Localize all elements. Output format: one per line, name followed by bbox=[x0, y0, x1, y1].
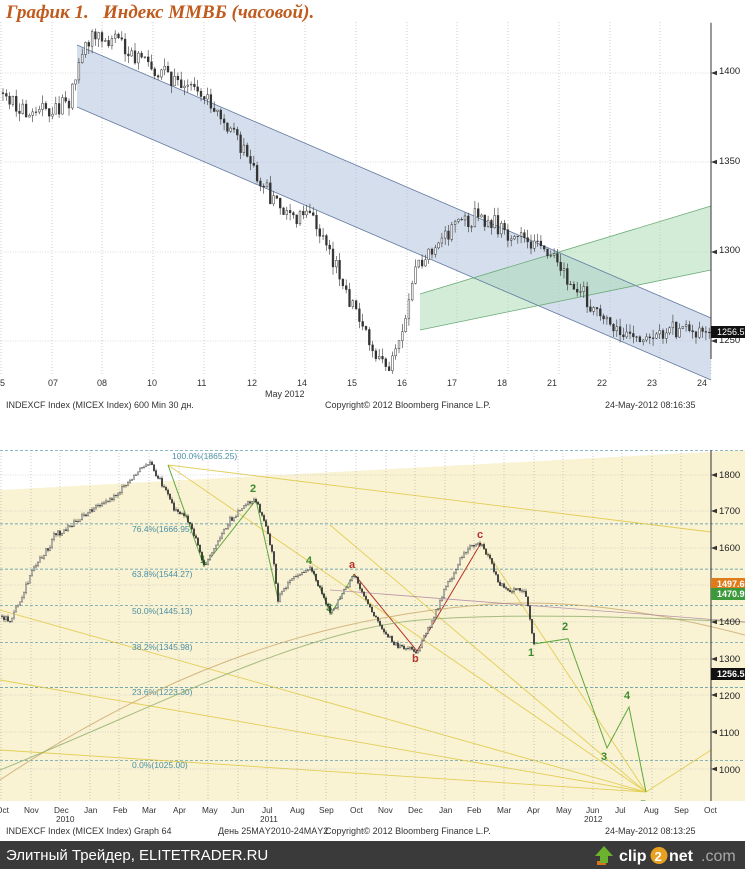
svg-text:3: 3 bbox=[601, 751, 607, 763]
svg-text:c: c bbox=[477, 529, 483, 541]
svg-text:.com: .com bbox=[701, 848, 736, 865]
svg-text:2: 2 bbox=[655, 849, 662, 864]
svg-text:4: 4 bbox=[624, 690, 631, 702]
svg-text:5: 5 bbox=[640, 799, 646, 801]
svg-text:100.0%(1865.25): 100.0%(1865.25) bbox=[172, 451, 237, 461]
svg-text:50.0%(1445.13): 50.0%(1445.13) bbox=[132, 606, 193, 616]
svg-text:a: a bbox=[349, 559, 356, 571]
svg-text:4: 4 bbox=[306, 555, 313, 567]
svg-text:net: net bbox=[669, 848, 694, 865]
svg-text:2: 2 bbox=[250, 483, 256, 495]
svg-text:76.4%(1666.95): 76.4%(1666.95) bbox=[132, 524, 193, 534]
svg-text:38.2%(1345.98): 38.2%(1345.98) bbox=[132, 642, 193, 652]
svg-text:clip: clip bbox=[619, 848, 647, 865]
svg-text:63.8%(1544.27): 63.8%(1544.27) bbox=[132, 569, 193, 579]
svg-text:0.0%(1025.00): 0.0%(1025.00) bbox=[132, 760, 188, 770]
svg-text:1: 1 bbox=[528, 647, 534, 659]
